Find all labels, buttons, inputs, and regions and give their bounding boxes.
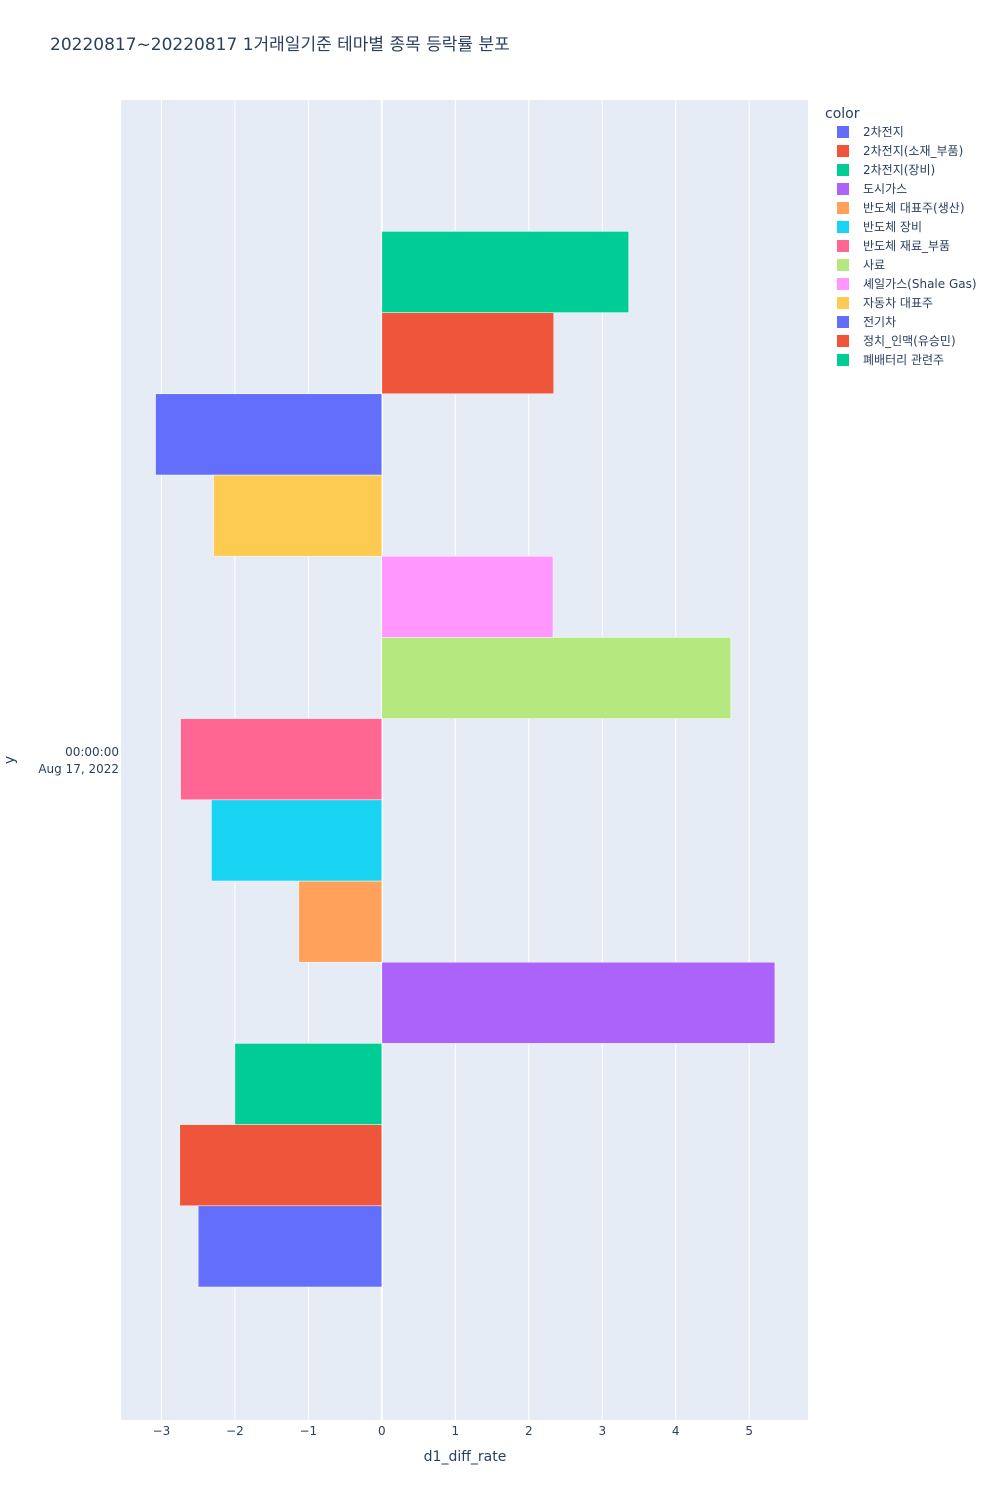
x-axis-title: d1_diff_rate [424, 1449, 507, 1465]
legend-swatch[interactable] [837, 221, 849, 233]
legend-label[interactable]: 2차전지 [863, 125, 904, 139]
x-tick-label: −3 [153, 1424, 171, 1438]
y-axis-title: y [2, 756, 18, 764]
bars [155, 231, 776, 1288]
legend-label[interactable]: 반도체 대표주(생산) [863, 201, 965, 215]
x-tick-label: 0 [378, 1424, 386, 1438]
x-tick-label: 1 [451, 1424, 459, 1438]
legend-label[interactable]: 2차전지(소재_부품) [863, 144, 963, 158]
legend-label[interactable]: 도시가스 [863, 182, 907, 196]
legend-swatch[interactable] [837, 335, 849, 347]
legend-label[interactable]: 2차전지(장비) [863, 163, 935, 177]
bar[interactable] [155, 393, 383, 476]
legend-title: color [825, 106, 860, 122]
legend-swatch[interactable] [837, 126, 849, 138]
legend-label[interactable]: 반도체 장비 [863, 220, 922, 234]
chart-title: 20220817~20220817 1거래일기준 테마별 종목 등락률 분포 [50, 35, 510, 55]
y-tick-label-date: Aug 17, 2022 [38, 762, 119, 776]
bar[interactable] [197, 1205, 383, 1288]
x-tick-label: 3 [598, 1424, 606, 1438]
bar[interactable] [213, 474, 383, 557]
legend-label[interactable]: 전기차 [863, 315, 896, 329]
legend-swatch[interactable] [837, 297, 849, 309]
legend-label[interactable]: 사료 [863, 258, 885, 272]
bar[interactable] [234, 1043, 383, 1125]
y-tick-label-time: 00:00:00 [65, 745, 119, 759]
bar[interactable] [179, 1124, 383, 1207]
legend-label[interactable]: 셰일가스(Shale Gas) [863, 277, 977, 291]
legend-swatch[interactable] [837, 145, 849, 157]
bar[interactable] [180, 718, 383, 801]
x-tick-label: 2 [525, 1424, 533, 1438]
legend-label[interactable]: 폐배터리 관련주 [863, 353, 944, 367]
legend-swatch[interactable] [837, 354, 849, 366]
bar[interactable] [211, 799, 383, 882]
x-tick-label: −1 [300, 1424, 318, 1438]
x-tick-label: −2 [226, 1424, 244, 1438]
legend-swatch[interactable] [837, 183, 849, 195]
legend-label[interactable]: 정치_인맥(유승민) [863, 334, 956, 348]
legend-swatch[interactable] [837, 278, 849, 290]
bar[interactable] [381, 555, 554, 638]
bar[interactable] [298, 880, 383, 963]
x-tick-labels: −3 −2 −1 0 1 2 3 4 5 [153, 1424, 753, 1438]
bar[interactable] [381, 231, 629, 313]
legend-label[interactable]: 반도체 재료_부품 [863, 239, 950, 253]
legend-swatch[interactable] [837, 259, 849, 271]
legend-swatch[interactable] [837, 316, 849, 328]
bar[interactable] [381, 312, 555, 395]
legend-swatch[interactable] [837, 240, 849, 252]
x-tick-label: 5 [745, 1424, 753, 1438]
legend-swatch[interactable] [837, 164, 849, 176]
legend-swatch[interactable] [837, 202, 849, 214]
bar[interactable] [381, 637, 732, 719]
x-tick-label: 4 [672, 1424, 680, 1438]
legend-label[interactable]: 자동차 대표주 [863, 296, 933, 310]
bar[interactable] [381, 961, 776, 1044]
